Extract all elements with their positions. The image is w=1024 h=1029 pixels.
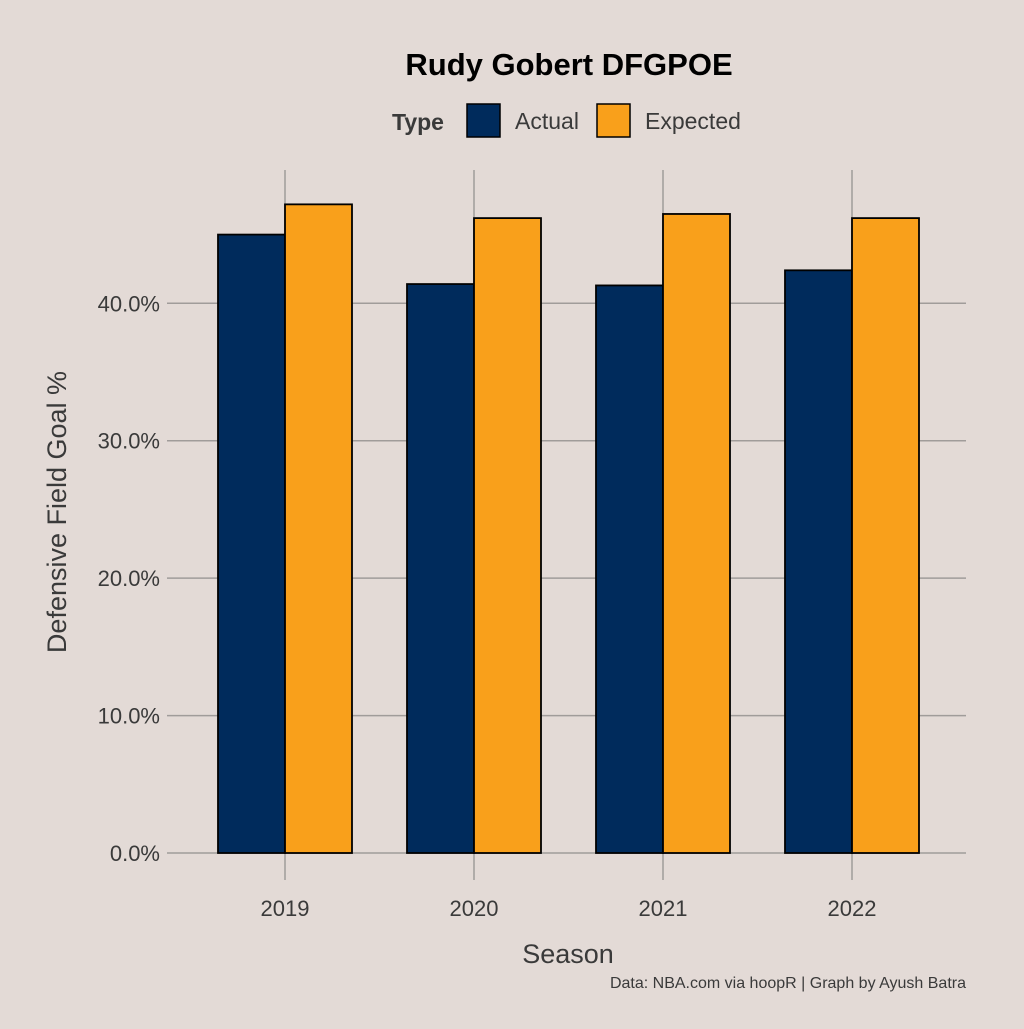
bar-actual-2022 xyxy=(784,269,853,854)
legend-label-expected: Expected xyxy=(645,108,741,134)
y-tick-label: 20.0% xyxy=(98,566,160,591)
y-tick-label: 30.0% xyxy=(98,429,160,454)
legend: Type Actual Expected xyxy=(392,103,741,138)
x-axis-label: Season xyxy=(522,939,614,969)
bar-actual-2019 xyxy=(217,233,286,854)
bar-expected-2020 xyxy=(473,217,542,854)
bar-expected-2019 xyxy=(284,203,353,854)
bar-expected-2022 xyxy=(851,217,920,854)
y-tick-label: 10.0% xyxy=(98,704,160,729)
legend-title: Type xyxy=(392,109,444,135)
y-tick-label: 40.0% xyxy=(98,291,160,316)
x-tick-label: 2021 xyxy=(639,896,688,921)
caption: Data: NBA.com via hoopR | Graph by Ayush… xyxy=(610,975,966,992)
y-axis-label: Defensive Field Goal % xyxy=(42,371,72,653)
y-tick-labels: 0.0% 10.0% 20.0% 30.0% 40.0% xyxy=(98,291,160,866)
legend-swatch-expected xyxy=(596,103,631,138)
bars xyxy=(217,203,920,854)
x-tick-label: 2020 xyxy=(450,896,499,921)
legend-swatch-actual xyxy=(466,103,501,138)
chart-title: Rudy Gobert DFGPOE xyxy=(405,47,732,82)
x-tick-labels: 2019 2020 2021 2022 xyxy=(261,896,877,921)
legend-label-actual: Actual xyxy=(515,108,579,134)
x-tick-label: 2019 xyxy=(261,896,310,921)
x-tick-label: 2022 xyxy=(828,896,877,921)
y-tick-label: 0.0% xyxy=(110,841,160,866)
bar-actual-2021 xyxy=(595,284,664,854)
bar-expected-2021 xyxy=(662,213,731,854)
bar-actual-2020 xyxy=(406,283,475,854)
